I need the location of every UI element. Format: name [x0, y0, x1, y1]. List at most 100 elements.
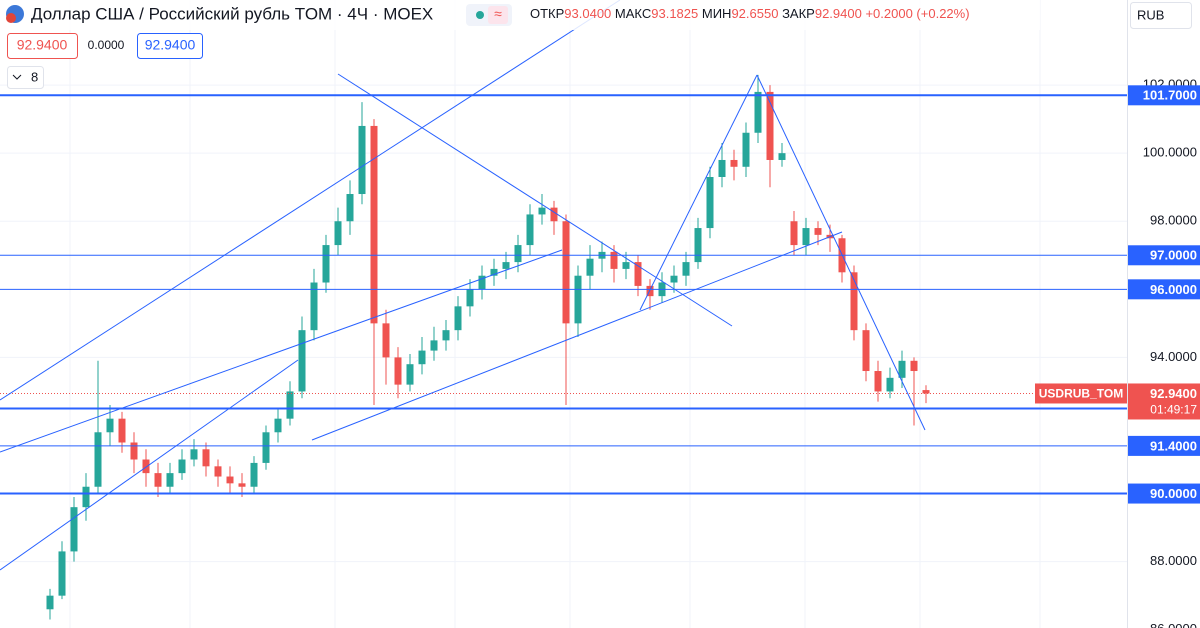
candle-body	[202, 449, 210, 467]
change: +0.2000 (+0.22%)	[865, 6, 969, 21]
candle-body	[322, 245, 330, 283]
candle-body	[94, 432, 102, 487]
candle-body	[526, 214, 534, 246]
delay-icon: ≈	[494, 6, 502, 22]
candle-body	[154, 473, 162, 487]
bid-box[interactable]	[7, 33, 78, 59]
candle-body	[382, 323, 390, 358]
y-tick-label: 98.0000	[1150, 213, 1197, 228]
y-tick-label: 94.0000	[1150, 349, 1197, 364]
candle-body	[346, 194, 354, 222]
candle-body	[442, 330, 450, 341]
candle-body	[670, 275, 678, 283]
candle-body	[922, 390, 930, 394]
candle-body	[874, 371, 882, 392]
candle-body	[742, 132, 750, 167]
trend-line	[0, 359, 299, 571]
candle-body	[886, 377, 894, 392]
candle-body	[430, 340, 438, 351]
candle-body	[850, 272, 858, 331]
candle-body	[514, 245, 522, 263]
symbol-title: Доллар США / Российский рубль TOM · 4Ч ·…	[31, 4, 433, 23]
candle-body	[766, 91, 774, 160]
currency: RUB	[1137, 7, 1164, 22]
candle-body	[538, 207, 546, 215]
candle-body	[178, 459, 186, 474]
stat-label: МИН	[702, 6, 732, 21]
chevron	[12, 74, 22, 80]
stat-value: 92.9400	[815, 6, 862, 21]
candle-body	[754, 91, 762, 133]
candle-body	[586, 258, 594, 276]
candle-body	[118, 418, 126, 443]
candle-body	[574, 275, 582, 324]
candle-body	[190, 449, 198, 460]
candle-body	[358, 125, 366, 195]
candle-body	[106, 418, 114, 433]
candle-body	[550, 207, 558, 222]
stat-label: ОТКР	[530, 6, 564, 21]
axis-layer: 86.000088.000094.000098.0000100.0000102.…	[1035, 77, 1200, 628]
candle-body	[622, 262, 630, 269]
candle-body	[490, 268, 498, 276]
level-label-bg	[1128, 483, 1200, 504]
countdown: 01:49:17	[1150, 403, 1197, 417]
candle-body	[814, 228, 822, 235]
trend-line	[311, 231, 843, 441]
candle-body	[802, 228, 810, 246]
candle-body	[466, 289, 474, 307]
stat-label: ЗАКР	[782, 6, 815, 21]
candle-body	[898, 360, 906, 378]
candle-body	[70, 507, 78, 552]
candle-body	[310, 282, 318, 331]
candle-body	[790, 221, 798, 246]
stat-value: 92.6550	[731, 6, 778, 21]
trend-line	[0, 0, 621, 401]
delay-badge	[488, 6, 508, 24]
candle-body	[82, 486, 90, 508]
candle-body	[58, 551, 66, 596]
candle-body	[718, 159, 726, 177]
spread: 0.0000	[88, 38, 125, 52]
y-tick-label: 88.0000	[1150, 553, 1197, 568]
candle-body	[238, 483, 246, 487]
candle-body	[634, 262, 642, 286]
candle-body	[394, 357, 402, 385]
candle-body	[250, 462, 258, 487]
symbol-label-bg	[1035, 383, 1127, 404]
candle-body	[454, 306, 462, 331]
level-label: 91.4000	[1150, 438, 1197, 453]
stat-label: МАКС	[615, 6, 651, 21]
candle-body	[682, 262, 690, 276]
level-label-bg	[1128, 279, 1200, 300]
candle-body	[262, 432, 270, 463]
symbol-icon	[6, 13, 16, 23]
candle-body	[610, 251, 618, 269]
stat-value: 93.0400	[564, 6, 611, 21]
level-label: 90.0000	[1150, 486, 1197, 501]
candle-body	[46, 595, 54, 610]
candle-body	[478, 275, 486, 290]
y-tick-label: 86.0000	[1150, 621, 1197, 628]
candle-body	[502, 262, 510, 269]
ask: 92.9400	[145, 37, 196, 53]
trend-line	[337, 73, 733, 327]
candle-body	[298, 330, 306, 392]
candle-body	[778, 153, 786, 160]
indicators-toggle[interactable]	[7, 66, 44, 89]
candle-body	[334, 221, 342, 246]
candle-body	[910, 360, 918, 372]
level-label-bg	[1128, 85, 1200, 106]
candle-body	[226, 476, 234, 484]
header-bg	[0, 0, 1040, 30]
ask-box[interactable]	[137, 33, 203, 59]
level-label: 101.7000	[1143, 88, 1197, 103]
level-label-bg	[1128, 435, 1200, 456]
indicator-count: 8	[31, 69, 38, 84]
stat-value: 93.1825	[651, 6, 698, 21]
candle-body	[166, 473, 174, 487]
candle-body	[274, 418, 282, 433]
currency-button[interactable]	[1130, 2, 1192, 29]
trend-line	[639, 74, 758, 311]
